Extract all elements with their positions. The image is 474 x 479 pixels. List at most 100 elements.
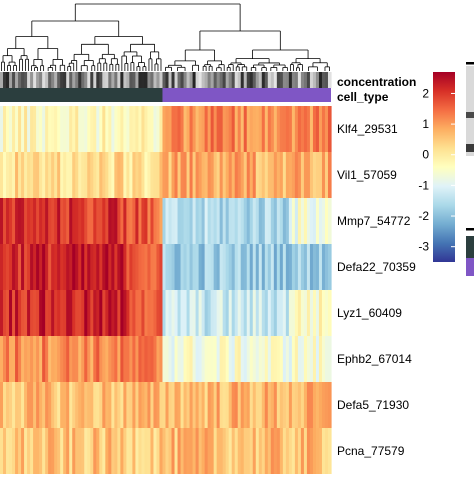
heatmap-cell xyxy=(201,106,206,152)
heatmap-cell xyxy=(282,382,287,428)
heatmap-cell xyxy=(276,198,281,244)
heatmap-cell xyxy=(39,198,43,244)
heatmap-cell xyxy=(300,152,305,198)
heatmap-cell xyxy=(246,152,251,198)
heatmap-cell xyxy=(126,152,130,198)
heatmap-cell xyxy=(189,336,194,382)
heatmap-cell xyxy=(180,382,185,428)
concentration-cell xyxy=(210,72,215,88)
heatmap-cell xyxy=(159,336,164,382)
heatmap-cell xyxy=(132,382,137,428)
heatmap-cell xyxy=(21,152,25,198)
heatmap-cell xyxy=(3,382,7,428)
heatmap-cell xyxy=(228,290,233,336)
heatmap-cell xyxy=(120,106,124,152)
heatmap-cell xyxy=(87,106,91,152)
heatmap-cell xyxy=(12,106,16,152)
heatmap-cell xyxy=(81,244,85,290)
heatmap-cell xyxy=(204,290,209,336)
heatmap-cell xyxy=(255,198,260,244)
heatmap-cell xyxy=(36,428,40,474)
heatmap-cell xyxy=(138,106,143,152)
heatmap-cell xyxy=(183,152,188,198)
heatmap-cell xyxy=(168,152,173,198)
heatmap-cell xyxy=(69,336,73,382)
heatmap-cell xyxy=(294,244,299,290)
heatmap-cell xyxy=(252,152,257,198)
heatmap-cell xyxy=(303,244,308,290)
heatmap-cell xyxy=(0,244,4,290)
heatmap-cell xyxy=(255,382,260,428)
heatmap-cell xyxy=(309,152,314,198)
heatmap-cell xyxy=(54,428,58,474)
heatmap-cell xyxy=(183,382,188,428)
heatmap-cell xyxy=(204,244,209,290)
heatmap-cell xyxy=(291,428,296,474)
concentration-cell xyxy=(324,72,329,88)
heatmap-cell xyxy=(222,336,227,382)
concentration-cell xyxy=(234,72,239,88)
heatmap-cell xyxy=(252,382,257,428)
heatmap-cell xyxy=(36,198,40,244)
heatmap-cell xyxy=(189,198,194,244)
heatmap-cell xyxy=(273,198,278,244)
heatmap-cell xyxy=(21,106,25,152)
heatmap-cell xyxy=(225,382,230,428)
heatmap-cell xyxy=(171,198,176,244)
heatmap-cell xyxy=(138,428,143,474)
heatmap-cell xyxy=(165,428,170,474)
heatmap-cell xyxy=(15,290,19,336)
heatmap-cell xyxy=(312,198,317,244)
heatmap-cell xyxy=(63,106,67,152)
heatmap-cell xyxy=(51,152,55,198)
concentration-cell xyxy=(285,72,290,88)
heatmap-cell xyxy=(237,428,242,474)
heatmap-cell xyxy=(273,244,278,290)
heatmap-cell xyxy=(0,336,4,382)
heatmap-cell xyxy=(264,428,269,474)
heatmap-cell xyxy=(195,290,200,336)
heatmap-cell xyxy=(27,290,31,336)
heatmap-cell xyxy=(180,244,185,290)
heatmap-cell xyxy=(213,244,218,290)
color-scale-tick-label: -2 xyxy=(418,209,429,223)
heatmap-cell xyxy=(312,152,317,198)
heatmap-cell xyxy=(327,244,332,290)
heatmap-cell xyxy=(300,382,305,428)
heatmap-cell xyxy=(267,428,272,474)
heatmap-cell xyxy=(261,152,266,198)
heatmap-cell xyxy=(54,382,58,428)
heatmap-cell xyxy=(249,382,254,428)
heatmap-cell xyxy=(75,290,79,336)
concentration-cell xyxy=(255,72,260,88)
heatmap-cell xyxy=(9,290,13,336)
heatmap-cell xyxy=(132,336,137,382)
heatmap-cell xyxy=(249,336,254,382)
concentration-cell xyxy=(36,72,40,88)
concentration-cell xyxy=(246,72,251,88)
concentration-cell xyxy=(93,72,97,88)
heatmap-cell xyxy=(93,382,97,428)
heatmap-cell xyxy=(192,428,197,474)
heatmap-cell xyxy=(114,382,118,428)
heatmap-cell xyxy=(108,428,112,474)
heatmap-cell xyxy=(45,336,49,382)
heatmap-cell xyxy=(3,428,7,474)
heatmap-cell xyxy=(123,336,127,382)
heatmap-cell xyxy=(297,152,302,198)
heatmap-cell xyxy=(84,336,88,382)
concentration-cell xyxy=(231,72,236,88)
heatmap-cell xyxy=(12,428,16,474)
heatmap-cell xyxy=(306,106,311,152)
heatmap-cell xyxy=(102,428,106,474)
heatmap-cell xyxy=(249,152,254,198)
heatmap-cell xyxy=(0,198,4,244)
concentration-cell xyxy=(24,72,28,88)
heatmap-cell xyxy=(51,382,55,428)
concentration-cell xyxy=(312,72,317,88)
heatmap-cell xyxy=(87,198,91,244)
concentration-cell xyxy=(180,72,185,88)
heatmap-cell xyxy=(318,382,323,428)
heatmap-cell xyxy=(255,106,260,152)
heatmap-cell xyxy=(42,152,46,198)
